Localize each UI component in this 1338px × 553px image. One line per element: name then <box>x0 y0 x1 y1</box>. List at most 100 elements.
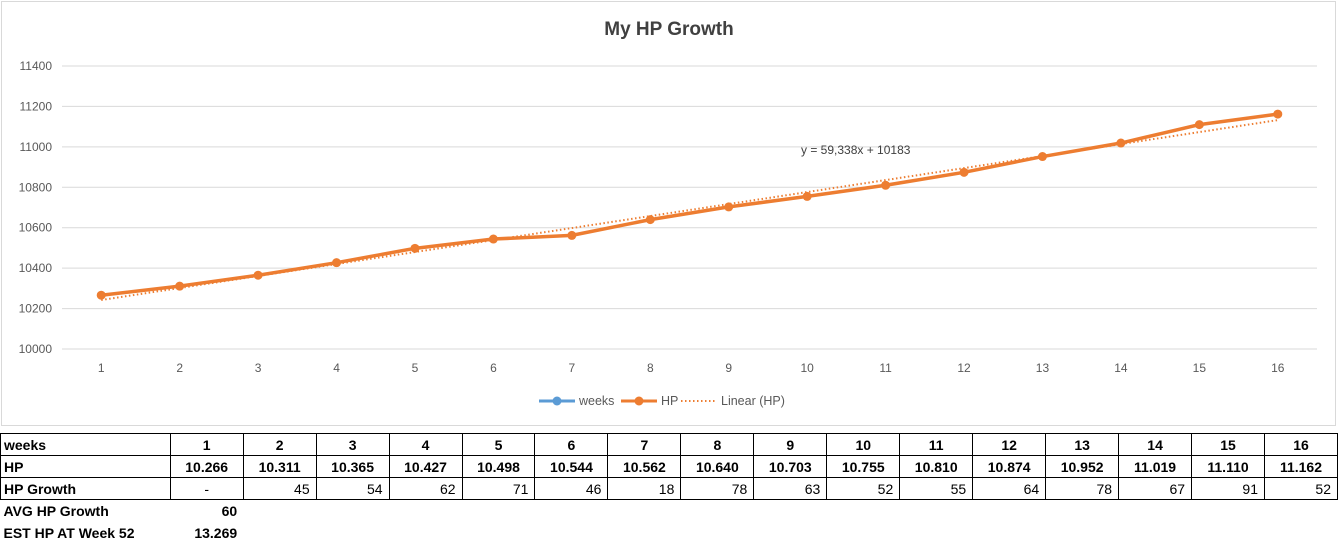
hp-data-point <box>410 243 420 253</box>
x-tick-label: 14 <box>1114 361 1128 375</box>
table-cell: 3 <box>315 433 390 456</box>
x-tick-label: 12 <box>957 361 971 375</box>
table-cell: 4 <box>388 433 463 456</box>
hp-series-line <box>101 112 1279 297</box>
legend-label: weeks <box>578 394 614 408</box>
table-cell: 16 <box>1263 433 1338 456</box>
est-hp-week-52-value: 13.269 <box>194 524 238 541</box>
table-cell: 11 <box>899 433 974 456</box>
hp-data-point <box>1273 109 1283 119</box>
table-cell: 10.810 <box>899 455 974 478</box>
legend-label: Linear (HP) <box>721 394 785 408</box>
y-tick-label: 10400 <box>19 261 53 275</box>
table-cell: 78 <box>1045 477 1120 500</box>
line-chart: My HP Growth 10000 10200 10400 10600 10800 11… <box>19 19 1317 408</box>
table-cell: 8 <box>680 433 755 456</box>
table-cell: 71 <box>461 477 536 500</box>
x-tick-label: 9 <box>725 361 732 375</box>
avg-hp-growth-label: AVG HP Growth <box>3 502 109 519</box>
table-cell: 10.874 <box>972 455 1047 478</box>
table-cell: 52 <box>1263 477 1338 500</box>
y-tick-label: 11200 <box>20 99 53 113</box>
x-tick-label: 3 <box>255 361 262 375</box>
table-cell: 52 <box>826 477 901 500</box>
legend-label: HP <box>661 394 678 408</box>
table-cell: 1 <box>169 433 244 456</box>
table-cell: 10.544 <box>534 455 609 478</box>
x-tick-label: 5 <box>412 361 419 375</box>
table-cell: 10.562 <box>607 455 682 478</box>
chart-legend: weeks HP Linear (HP) <box>539 394 785 408</box>
table-cell: 10.266 <box>169 455 244 478</box>
est-hp-week-52-label: EST HP AT Week 52 <box>3 524 135 541</box>
table-cell: 2 <box>242 433 317 456</box>
table-cell: 10 <box>826 433 901 456</box>
table-cell: 11.110 <box>1191 455 1265 478</box>
row-label: HP <box>0 455 171 478</box>
table-cell: 5 <box>461 433 536 456</box>
table-row: HP Growth -45 54 62 71 46 18 78 63 52 55 64 78 67 91 52 <box>0 477 1338 500</box>
table-cell: 10.311 <box>242 455 317 478</box>
x-tick-label: 15 <box>1193 361 1207 375</box>
hp-data-point <box>724 202 734 212</box>
table-cell: 7 <box>607 433 682 456</box>
y-tick-label: 10600 <box>19 221 53 235</box>
avg-hp-growth-value: 60 <box>221 502 238 519</box>
legend-marker <box>552 396 562 406</box>
y-tick-label: 10800 <box>19 180 53 194</box>
table-cell: 10.365 <box>315 455 390 478</box>
table-cell: 11.162 <box>1263 455 1338 478</box>
x-tick-label: 10 <box>800 361 814 375</box>
hp-data-point <box>1116 138 1126 148</box>
row-label: weeks <box>0 433 171 456</box>
hp-data-point <box>332 258 342 268</box>
x-tick-label: 16 <box>1271 361 1285 375</box>
table-cell: 10.640 <box>680 455 755 478</box>
hp-data-point <box>175 281 185 291</box>
table-cell: 78 <box>680 477 755 500</box>
hp-data-point <box>959 167 969 177</box>
table-cell: 14 <box>1118 433 1193 456</box>
table-cell: 62 <box>388 477 463 500</box>
y-tick-label: 11400 <box>20 59 53 73</box>
table-cell: 12 <box>972 433 1047 456</box>
row-label: HP Growth <box>0 477 171 500</box>
hp-data-point <box>881 180 891 190</box>
chart-title: My HP Growth <box>604 19 734 40</box>
table-cell: 18 <box>607 477 682 500</box>
table-cell: 10.755 <box>826 455 901 478</box>
hp-data-point <box>1194 120 1204 130</box>
table-cell: 46 <box>534 477 609 500</box>
legend-marker <box>634 396 644 406</box>
x-tick-label: 6 <box>490 361 497 375</box>
hp-data-point <box>645 215 655 225</box>
x-tick-label: 7 <box>569 361 576 375</box>
table-cell: 10.952 <box>1045 455 1120 478</box>
hp-data-point <box>802 191 812 201</box>
table-cell: 55 <box>899 477 974 500</box>
table-cell: 6 <box>534 433 609 456</box>
table-cell: 10.498 <box>461 455 536 478</box>
x-tick-label: 13 <box>1036 361 1050 375</box>
y-tick-label: 10200 <box>19 302 53 316</box>
table-cell: 15 <box>1191 433 1265 456</box>
hp-data-point <box>1037 152 1047 162</box>
y-tick-label: 11000 <box>20 140 53 154</box>
chart-container: My HP Growth 10000 10200 10400 10600 10800 11… <box>1 1 1336 426</box>
hp-data-point <box>253 270 263 280</box>
est-hp-week-52-row: EST HP AT Week 52 13.269 <box>1 522 1338 544</box>
table-cell: 64 <box>972 477 1047 500</box>
table-cell: - <box>169 477 244 500</box>
x-tick-label: 4 <box>333 361 340 375</box>
hp-data-point <box>567 230 577 240</box>
trendline-equation: y = 59,338x + 10183 <box>801 143 911 157</box>
table-cell: 45 <box>242 477 317 500</box>
table-cell: 91 <box>1191 477 1265 500</box>
table-row: HP 10.266 10.311 10.365 10.427 10.498 10.544 10… <box>0 455 1338 478</box>
y-tick-label: 10000 <box>19 342 53 356</box>
x-tick-label: 2 <box>176 361 183 375</box>
table-cell: 10.427 <box>388 455 463 478</box>
avg-hp-growth-row: AVG HP Growth 60 <box>1 500 1338 522</box>
table-cell: 63 <box>753 477 828 500</box>
table-cell: 9 <box>753 433 828 456</box>
